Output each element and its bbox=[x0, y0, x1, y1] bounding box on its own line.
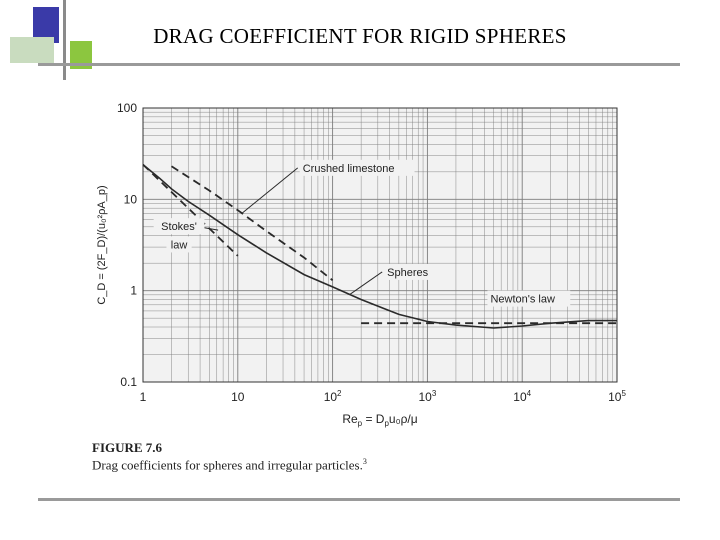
x-tick-label: 1 bbox=[140, 390, 147, 404]
slide-title: DRAG COEFFICIENT FOR RIGID SPHERES bbox=[153, 24, 567, 48]
series-spheres-line bbox=[142, 163, 617, 329]
series-stokes-law-line bbox=[142, 163, 239, 257]
y-tick-label: 1 bbox=[130, 284, 137, 298]
annotation-leader-line bbox=[241, 167, 299, 214]
annotation-label: Spheres bbox=[387, 267, 428, 279]
figure-caption-ref: 3 bbox=[362, 457, 367, 466]
x-tick-label: 103 bbox=[418, 389, 436, 404]
y-tick-label: 100 bbox=[117, 101, 137, 115]
annotation-label: Newton's law bbox=[490, 294, 555, 306]
annotation-bg bbox=[299, 159, 415, 176]
annotation-label: Stokes' bbox=[161, 221, 197, 233]
annotation-leader-line bbox=[349, 271, 383, 296]
accent-square-green bbox=[70, 41, 92, 69]
footer-rule bbox=[38, 498, 680, 501]
y-tick-label: 0.1 bbox=[120, 375, 137, 389]
y-tick-label: 10 bbox=[124, 192, 138, 206]
series-crushed-limestone-line bbox=[171, 165, 334, 282]
annotation-bg bbox=[153, 218, 205, 235]
accent-vertical-line bbox=[63, 0, 66, 80]
annotation-label: Crushed limestone bbox=[303, 163, 395, 175]
x-tick-label: 102 bbox=[324, 389, 342, 404]
plot-frame bbox=[142, 107, 618, 383]
figure-caption-text: Drag coefficients for spheres and irregu… bbox=[92, 457, 363, 473]
plot-area bbox=[143, 108, 617, 382]
x-tick-label: 105 bbox=[608, 389, 626, 404]
accent-horizontal-line bbox=[38, 63, 680, 66]
accent-square-pale bbox=[10, 37, 54, 63]
annotation-label: law bbox=[171, 239, 188, 251]
x-axis-label: Rep = Dpu₀ρ/μ bbox=[342, 412, 417, 428]
figure-caption: Drag coefficients for spheres and irregu… bbox=[92, 457, 367, 473]
annotation-bg bbox=[166, 236, 192, 253]
annotation-bg bbox=[384, 263, 435, 280]
y-axis-label: C_D = (2F_D)/(u₀²ρA_p) bbox=[96, 185, 108, 304]
x-tick-label: 10 bbox=[231, 390, 245, 404]
annotation-bg bbox=[487, 290, 571, 307]
figure-number: FIGURE 7.6 bbox=[92, 440, 163, 455]
x-tick-label: 104 bbox=[513, 389, 531, 404]
